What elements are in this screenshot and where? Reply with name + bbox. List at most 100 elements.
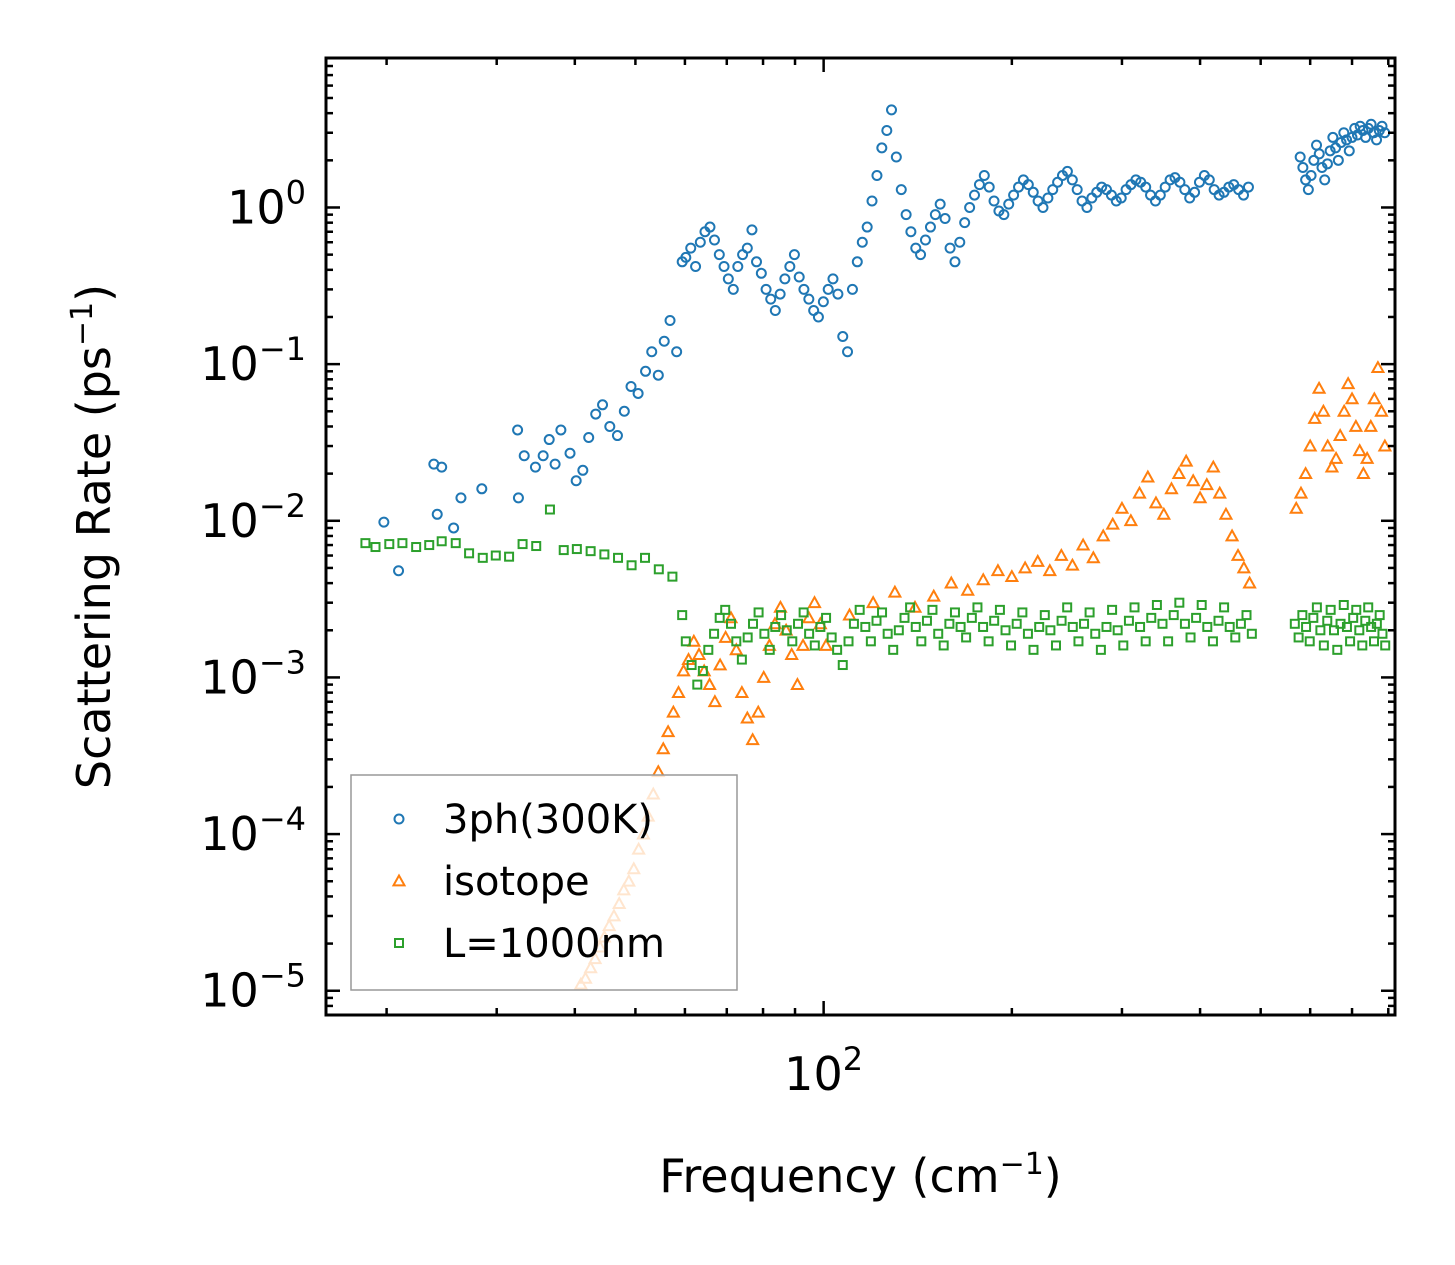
data-point-circle xyxy=(1327,131,1339,143)
data-point-circle xyxy=(1332,154,1344,166)
data-point-square xyxy=(613,552,624,563)
data-point-circle xyxy=(543,434,555,446)
data-point-circle xyxy=(779,273,791,285)
data-point-square xyxy=(1315,625,1326,636)
data-point-circle xyxy=(751,256,763,268)
y-tick-label: 10−1 xyxy=(200,330,306,391)
data-point-square xyxy=(1000,625,1011,636)
data-point-circle xyxy=(998,209,1010,221)
data-point-triangle xyxy=(691,646,707,660)
data-point-square xyxy=(1241,610,1252,621)
data-point-circle xyxy=(959,217,971,229)
data-point-circle xyxy=(832,288,844,300)
data-point-triangle xyxy=(1336,403,1352,417)
data-point-triangle xyxy=(1156,506,1172,520)
data-point-square xyxy=(1196,599,1207,610)
data-point-circle xyxy=(708,234,720,246)
data-point-square xyxy=(832,644,843,655)
y-tick-label-base: 10 xyxy=(200,337,259,391)
data-point-circle xyxy=(577,464,589,476)
data-point-square xyxy=(653,564,664,575)
y-axis-label-text: Scattering Rate (ps xyxy=(67,346,121,789)
data-point-circle xyxy=(632,387,644,399)
data-point-circle xyxy=(895,184,907,196)
y-tick-label-exponent: −1 xyxy=(259,330,306,368)
data-point-circle xyxy=(803,293,815,305)
data-point-circle xyxy=(851,256,863,268)
plot-frame xyxy=(324,56,1397,1017)
data-point-circle xyxy=(704,221,716,233)
data-point-triangle xyxy=(712,657,728,671)
data-point-square xyxy=(1328,625,1339,636)
data-point-circle xyxy=(1242,181,1254,193)
data-point-square xyxy=(1095,644,1106,655)
data-point-square xyxy=(927,604,938,615)
data-point-circle xyxy=(518,450,530,462)
data-point-square xyxy=(1308,612,1319,623)
data-point-circle xyxy=(760,283,772,295)
data-point-circle xyxy=(1179,184,1191,196)
data-point-square xyxy=(477,552,488,563)
data-point-triangle xyxy=(1311,380,1327,394)
data-point-triangle xyxy=(1105,516,1120,530)
data-point-square xyxy=(1107,604,1118,615)
data-point-square xyxy=(1039,610,1050,621)
data-point-circle xyxy=(455,492,467,504)
data-point-square xyxy=(748,618,759,629)
y-tick-label: 10−3 xyxy=(200,643,306,704)
data-point-triangle xyxy=(1324,459,1340,473)
data-point-circle xyxy=(746,224,758,236)
data-point-square xyxy=(1348,612,1359,623)
y-tick-label-base: 10 xyxy=(227,180,286,234)
data-point-triangle xyxy=(1075,537,1091,551)
legend-entries: 3ph(300K) isotope L=1000nm xyxy=(391,797,665,967)
x-tick-label-exponent: 2 xyxy=(843,1040,863,1078)
legend-label: isotope xyxy=(443,859,590,905)
data-point-square xyxy=(1067,621,1078,632)
data-point-triangle xyxy=(1359,450,1375,464)
data-point-circle xyxy=(537,450,549,462)
data-point-triangle xyxy=(1132,485,1147,499)
data-point-square xyxy=(1006,640,1017,651)
data-point-triangle xyxy=(702,677,717,691)
data-point-square xyxy=(1056,615,1067,626)
data-point-triangle xyxy=(1320,438,1335,452)
data-point-circle xyxy=(774,288,786,300)
data-point-square xyxy=(944,618,955,629)
data-point-circle xyxy=(590,408,602,420)
data-point-square xyxy=(1246,628,1257,639)
data-point-square xyxy=(848,618,859,629)
data-point-circle xyxy=(944,242,956,254)
data-point-triangle xyxy=(926,588,941,602)
data-point-circle xyxy=(1184,192,1196,204)
data-point-circle xyxy=(732,261,744,273)
data-point-square xyxy=(1028,644,1039,655)
data-point-circle xyxy=(881,125,893,137)
data-point-circle xyxy=(448,522,460,534)
data-point-square xyxy=(1230,632,1241,643)
data-point-square xyxy=(1301,621,1312,632)
data-point-triangle xyxy=(1370,360,1386,374)
data-point-triangle xyxy=(1017,560,1033,574)
data-point-square xyxy=(731,636,742,647)
data-point-square xyxy=(1011,618,1022,629)
data-point-square xyxy=(1090,628,1101,639)
data-point-square xyxy=(1318,640,1329,651)
data-point-square xyxy=(1022,628,1033,639)
data-point-circle xyxy=(1174,176,1186,188)
data-point-circle xyxy=(611,430,623,442)
data-point-square xyxy=(1179,618,1190,629)
data-point-square xyxy=(764,644,775,655)
data-point-square xyxy=(787,636,798,647)
data-point-square xyxy=(759,628,770,639)
data-point-square xyxy=(815,621,826,632)
data-point-square xyxy=(871,615,882,626)
data-point-square xyxy=(1325,604,1336,615)
data-point-square xyxy=(571,544,582,555)
legend-box xyxy=(350,774,738,991)
data-point-circle xyxy=(983,181,995,193)
data-point-circle xyxy=(866,195,878,207)
data-point-circle xyxy=(658,335,670,347)
data-point-circle xyxy=(685,242,697,254)
data-point-triangle xyxy=(944,575,959,589)
